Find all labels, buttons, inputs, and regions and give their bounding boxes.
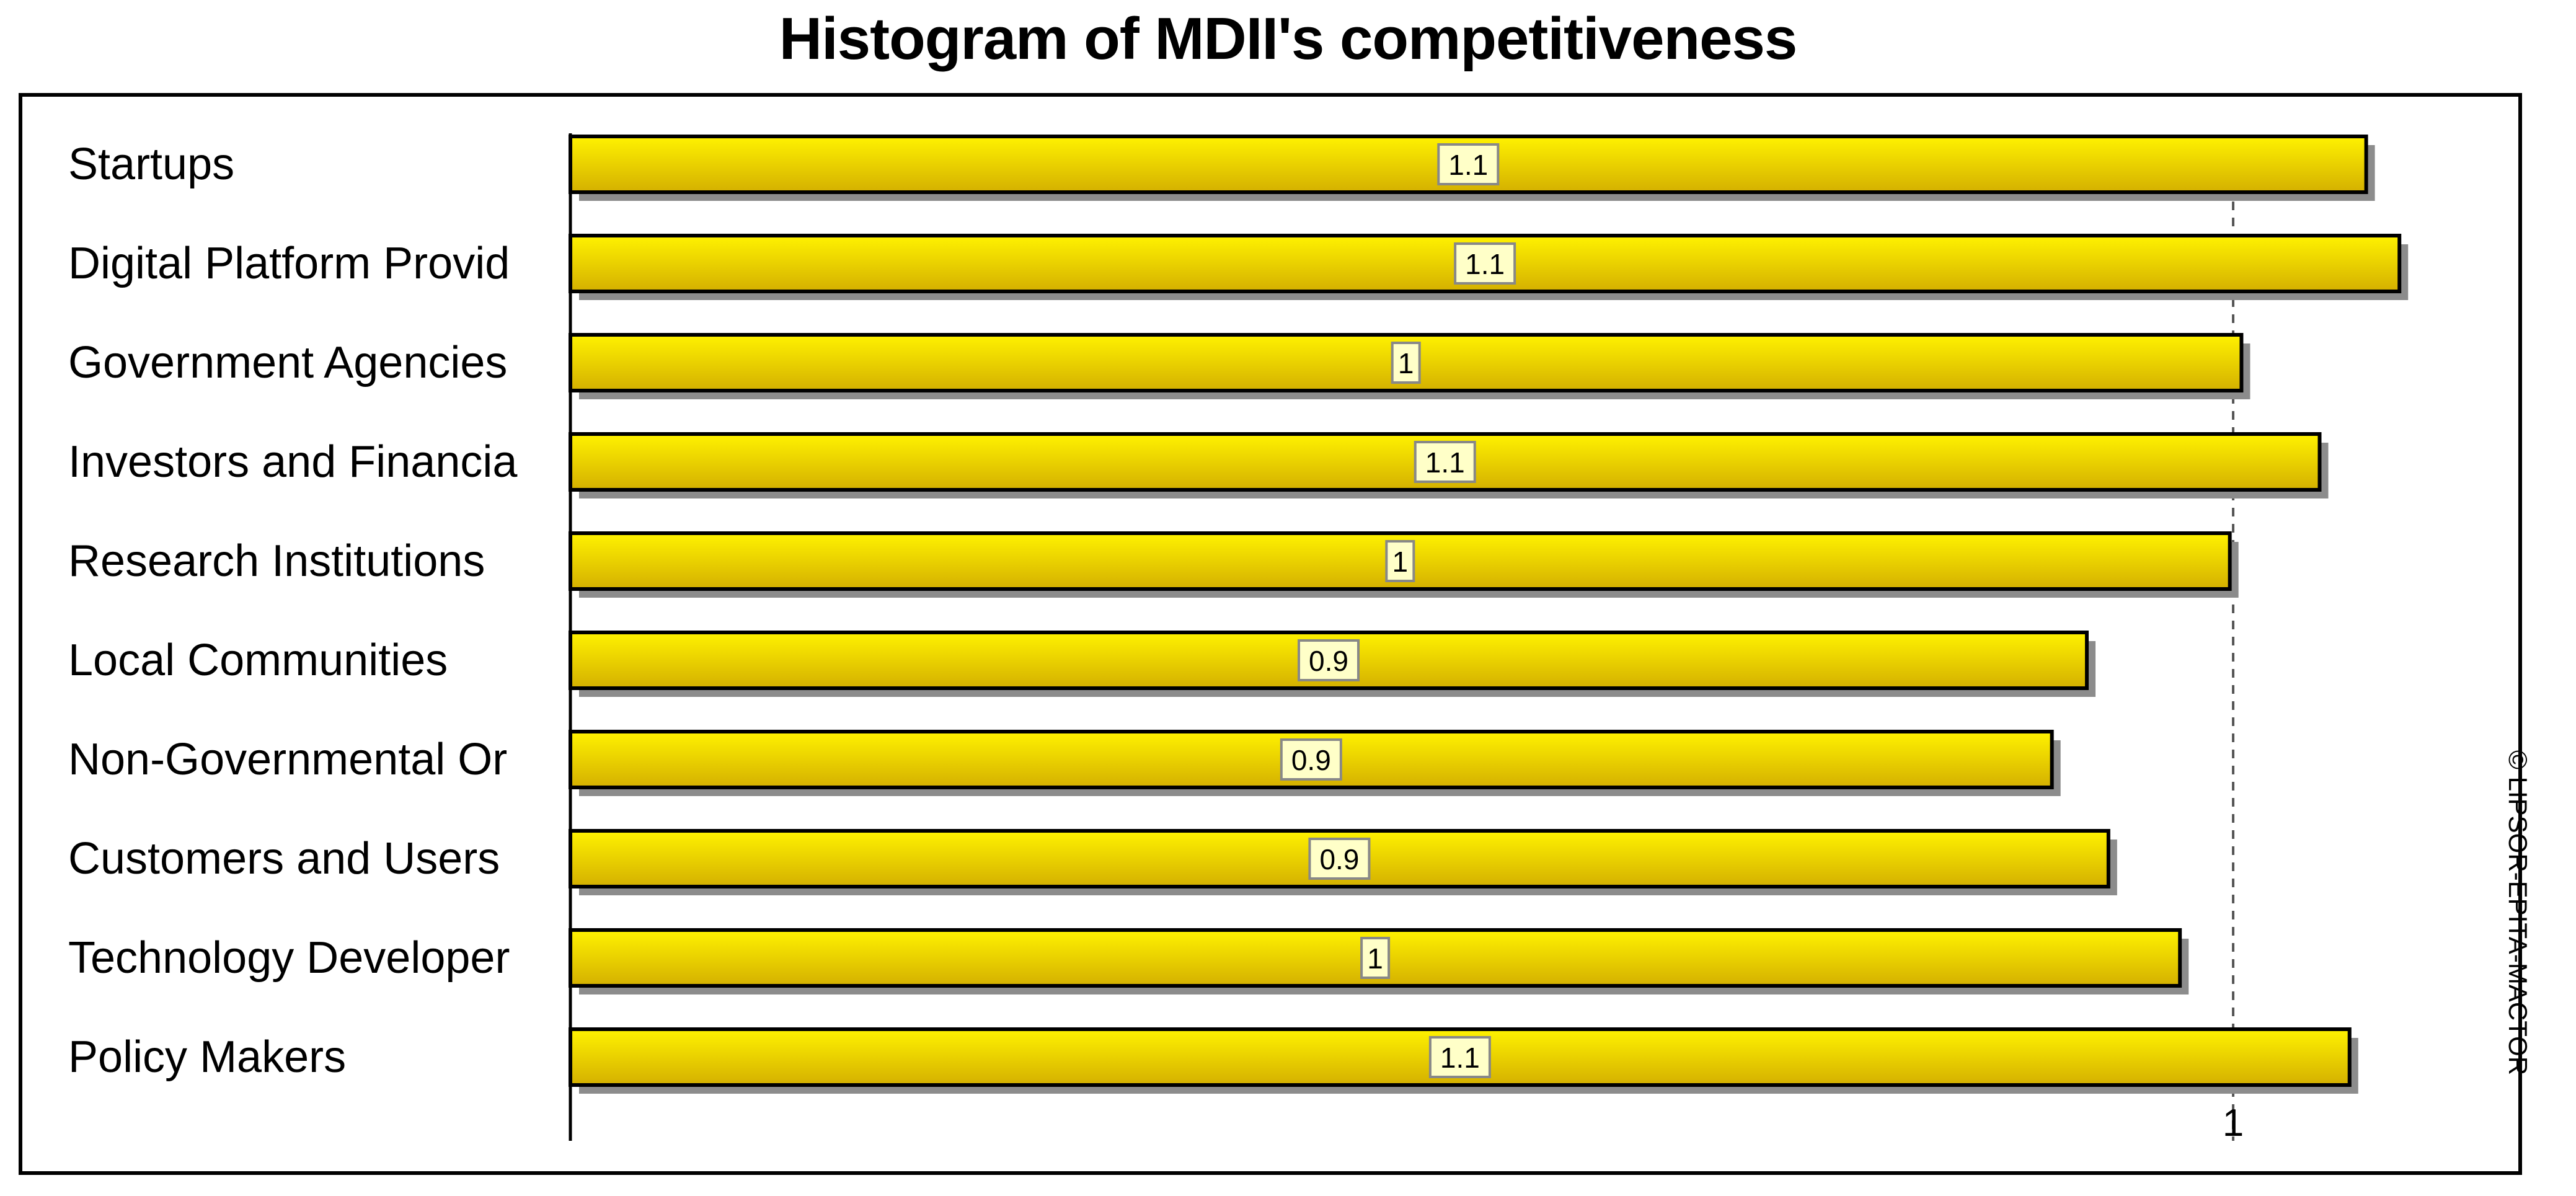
value-label-box	[1297, 639, 1360, 681]
value-label-box	[1428, 1036, 1491, 1078]
value-label-box	[1280, 738, 1342, 781]
value-label: 0.9	[1309, 645, 1348, 677]
value-label-box	[1437, 143, 1500, 185]
value-label-box	[1385, 540, 1415, 582]
value-label: 1	[1398, 347, 1414, 379]
category-label: Technology Developer	[68, 933, 510, 983]
category-label: Startups	[68, 140, 234, 189]
value-label-box	[1360, 937, 1391, 979]
copyright-text: © LIPSOR-EPITA-MACTOR	[2503, 750, 2533, 1076]
plot-frame	[19, 93, 2522, 1175]
category-label: Non-Governmental Or	[68, 735, 507, 784]
value-label: 1.1	[1448, 149, 1488, 181]
category-label: Digital Platform Provid	[68, 239, 510, 288]
value-label-box	[1391, 342, 1421, 384]
chart-title: Histogram of MDII's competitiveness	[779, 6, 1798, 72]
value-label: 0.9	[1291, 744, 1331, 776]
value-label: 1	[1392, 546, 1409, 578]
value-label-box	[1308, 838, 1371, 880]
category-label: Local Communities	[68, 636, 448, 685]
x-tick-label: 1	[2223, 1102, 2244, 1145]
value-label: 1.1	[1425, 446, 1465, 479]
category-label: Customers and Users	[68, 834, 500, 884]
value-label-box	[1414, 441, 1476, 483]
value-label: 1	[1367, 942, 1383, 975]
category-label: Policy Makers	[68, 1032, 346, 1082]
value-label: 1.1	[1440, 1042, 1480, 1074]
value-label: 1.1	[1465, 248, 1505, 280]
value-label-box	[1454, 242, 1516, 285]
value-label: 0.9	[1319, 843, 1359, 875]
category-label: Government Agencies	[68, 338, 507, 388]
category-label: Investors and Financia	[68, 437, 518, 487]
category-label: Research Institutions	[68, 536, 485, 586]
